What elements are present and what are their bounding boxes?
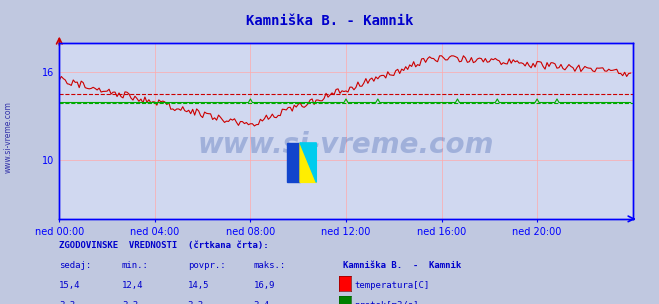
Text: 15,4: 15,4 xyxy=(59,281,81,290)
Text: sedaj:: sedaj: xyxy=(59,261,92,270)
Text: 3,3: 3,3 xyxy=(59,301,75,304)
Text: Kamniška B. - Kamnik: Kamniška B. - Kamnik xyxy=(246,14,413,28)
Text: min.:: min.: xyxy=(122,261,149,270)
Text: povpr.:: povpr.: xyxy=(188,261,225,270)
Polygon shape xyxy=(300,143,316,182)
Text: 14,5: 14,5 xyxy=(188,281,210,290)
Text: 12,4: 12,4 xyxy=(122,281,144,290)
Polygon shape xyxy=(300,143,316,182)
Text: pretok[m3/s]: pretok[m3/s] xyxy=(355,301,419,304)
Text: 3,3: 3,3 xyxy=(122,301,138,304)
Text: temperatura[C]: temperatura[C] xyxy=(355,281,430,290)
Text: Kamniška B.  -  Kamnik: Kamniška B. - Kamnik xyxy=(343,261,461,270)
Text: www.si-vreme.com: www.si-vreme.com xyxy=(198,131,494,159)
Text: 16,9: 16,9 xyxy=(254,281,275,290)
Text: www.si-vreme.com: www.si-vreme.com xyxy=(3,101,13,173)
Text: 3,4: 3,4 xyxy=(254,301,270,304)
Bar xyxy=(287,143,300,182)
Text: 3,3: 3,3 xyxy=(188,301,204,304)
Text: maks.:: maks.: xyxy=(254,261,286,270)
Text: ZGODOVINSKE  VREDNOSTI  (črtkana črta):: ZGODOVINSKE VREDNOSTI (črtkana črta): xyxy=(59,241,269,250)
